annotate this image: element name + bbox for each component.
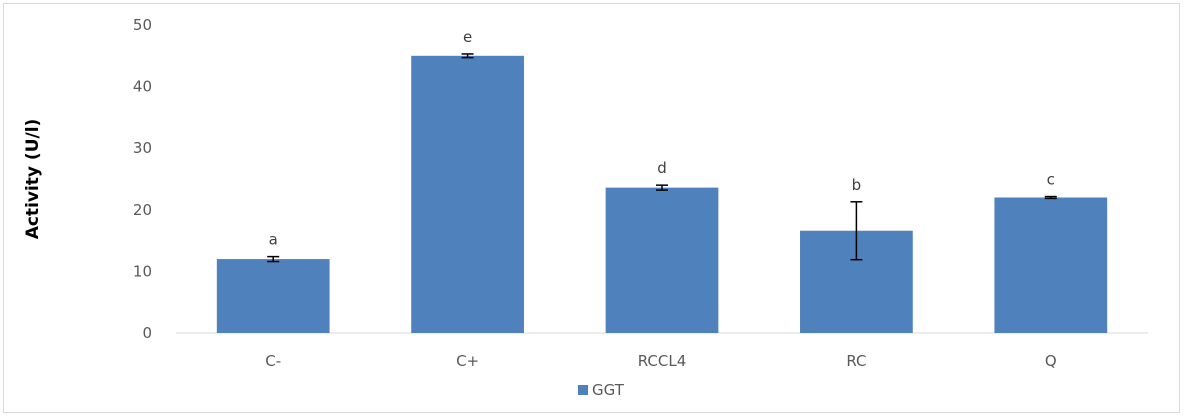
x-tick-label: RC	[846, 352, 866, 370]
y-tick-label: 0	[142, 324, 152, 342]
y-tick-label: 30	[133, 139, 152, 157]
y-tick-label: 50	[133, 16, 152, 34]
significance-label: a	[269, 231, 278, 249]
significance-label: c	[1047, 171, 1055, 189]
bar-q	[994, 197, 1108, 333]
y-tick-label: 10	[133, 262, 152, 280]
legend-swatch	[578, 385, 588, 395]
chart-frame	[3, 3, 1180, 413]
legend-label: GGT	[592, 381, 625, 399]
significance-label: d	[657, 159, 667, 177]
y-tick-label: 40	[133, 78, 152, 96]
bar-c-	[216, 259, 330, 333]
x-tick-label: RCCL4	[638, 352, 687, 370]
significance-label: b	[852, 176, 862, 194]
significance-label: e	[463, 28, 472, 46]
x-tick-label: Q	[1045, 352, 1057, 370]
bar-c+	[411, 55, 524, 334]
x-tick-label: C+	[456, 352, 479, 370]
bar-rccl4	[605, 187, 719, 333]
x-tick-label: C-	[265, 352, 281, 370]
y-tick-label: 20	[133, 201, 152, 219]
y-axis-label: Activity (U/l)	[23, 119, 43, 240]
